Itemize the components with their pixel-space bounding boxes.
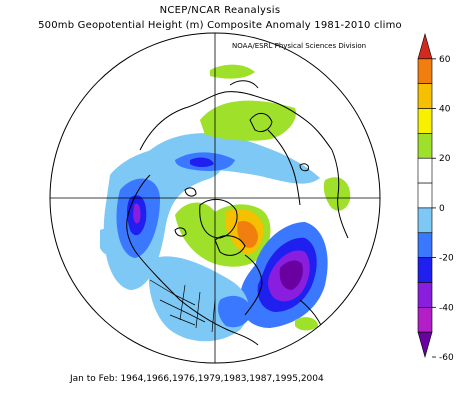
state-borders [149,279,216,333]
colorbar-bin [417,58,433,84]
colorbar-bin [417,232,433,258]
anomaly-pacific-purple [133,203,141,224]
colorbar-bin [417,282,433,308]
anomaly-canada-orange [237,220,258,248]
colorbar-bin [417,133,433,159]
anomaly-west-light-blue [100,228,116,256]
anomaly-atlantic-core [279,260,303,290]
colorbar-bins [417,32,433,359]
colorbar-bottom-triangle [417,331,433,359]
colorbar-tick-label: 0 [439,204,445,214]
colorbar-tick-label: -40 [439,303,454,313]
colorbar-ticks: 60 40 20 0 -20 -40 -60 [432,55,454,363]
colorbar-tick-label: -20 [439,254,454,264]
colorbar-tick-label: 40 [439,105,451,115]
colorbar-tick-label: 60 [439,55,451,65]
credit-text: NOAA/ESRL Physical Sciences Division [232,42,367,50]
colorbar-bin [417,207,433,234]
colorbar-bin [417,108,433,134]
colorbar-tick-label: -60 [439,353,454,363]
anomaly-africa-green [295,317,318,331]
colorbar-bin [417,257,433,283]
colorbar-bin [417,182,433,209]
colorbar-tick-label: 20 [439,154,451,164]
anomaly-asia-green [323,177,351,211]
date-range-caption: Jan to Feb: 1964,1966,1976,1979,1983,198… [70,374,324,384]
colorbar-top-triangle [417,32,433,60]
colorbar-bin [417,307,433,333]
anomaly-north-green [210,64,255,79]
colorbar-bin [417,157,433,184]
colorbar-bin [417,83,433,109]
title-line-1: NCEP/NCAR Reanalysis [159,5,281,16]
map-boundary-circle [49,32,381,364]
title-line-2: 500mb Geopotential Height (m) Composite … [38,20,402,31]
anomaly-southeast-blue [218,295,252,328]
anomaly-europe-green [200,100,296,141]
anomaly-arctic-dark-blue [190,157,214,167]
